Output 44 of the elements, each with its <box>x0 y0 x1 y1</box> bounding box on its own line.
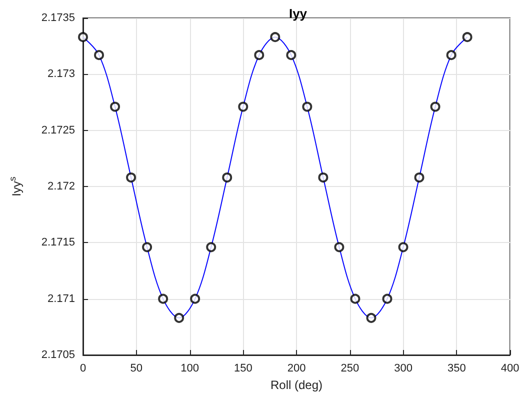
y-tick-label: 2.1725 <box>41 124 75 136</box>
x-tick-label: 400 <box>500 362 520 374</box>
point <box>446 50 456 60</box>
y-axis-title: Iyys <box>8 176 24 196</box>
point <box>110 102 120 112</box>
point <box>238 102 248 112</box>
point <box>350 294 360 304</box>
point <box>206 242 216 252</box>
point <box>430 102 440 112</box>
x-tick-label: 200 <box>287 362 306 374</box>
point <box>78 32 88 42</box>
point <box>334 242 344 252</box>
x-tick-label: 150 <box>234 362 252 374</box>
y-tick-label: 2.1735 <box>41 12 75 24</box>
y-tick-label: 2.172 <box>47 180 75 192</box>
point <box>270 32 280 42</box>
point <box>398 242 408 252</box>
x-tick-label: 250 <box>340 362 360 374</box>
point <box>254 50 264 60</box>
point <box>382 294 392 304</box>
point <box>366 312 376 323</box>
point <box>302 102 312 112</box>
y-tick-label: 2.171 <box>47 292 75 305</box>
x-axis-title: Roll (deg) <box>270 378 323 392</box>
chart-title: Iyy <box>288 6 308 21</box>
y-tick-label: 2.173 <box>47 68 75 80</box>
point <box>462 32 472 42</box>
x-tick-label: 0 <box>80 362 86 374</box>
point <box>286 50 296 60</box>
x-tick-label: 100 <box>180 362 199 374</box>
y-tick-label: 2.1715 <box>41 236 75 249</box>
point <box>142 242 152 252</box>
point <box>174 312 184 323</box>
point <box>190 294 200 304</box>
x-tick-label: 50 <box>130 362 142 374</box>
point <box>94 50 104 60</box>
x-tick-label: 350 <box>447 362 466 374</box>
point <box>222 172 232 183</box>
point <box>318 172 328 183</box>
y-tick-label: 2.1705 <box>41 349 75 361</box>
point <box>158 294 168 304</box>
point <box>414 172 424 183</box>
x-tick-label: 300 <box>394 362 412 374</box>
point <box>126 172 136 183</box>
